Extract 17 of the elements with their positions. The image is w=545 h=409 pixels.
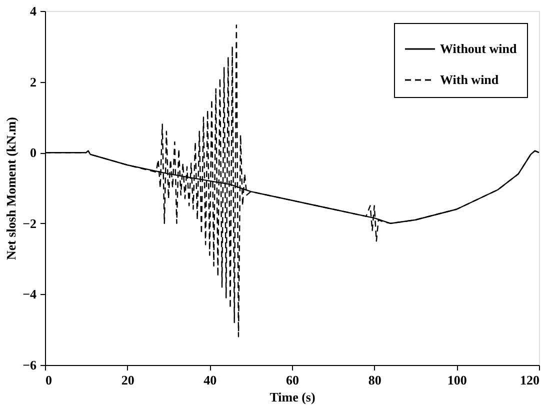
x-tick-label: 100 [447, 372, 467, 388]
legend-label: With wind [440, 72, 500, 87]
y-tick-label: −4 [22, 286, 37, 302]
x-tick-label: 80 [368, 372, 382, 388]
y-tick-label: 4 [30, 4, 37, 18]
y-tick-label: 2 [30, 74, 36, 90]
y-tick-label: −2 [22, 216, 36, 231]
legend-label: Without wind [440, 41, 518, 56]
x-tick-label: 40 [204, 372, 217, 388]
y-axis-title: Net slosh Moment (kN.m) [4, 117, 19, 260]
x-axis-title: Time (s) [270, 390, 316, 404]
y-tick-label: 0 [30, 145, 36, 160]
x-tick-label: 120 [520, 372, 540, 388]
x-tick-label: 60 [286, 372, 299, 388]
y-tick-label: −6 [22, 358, 37, 372]
x-tick-label: 0 [46, 372, 52, 388]
x-tick-label: 20 [121, 372, 134, 388]
